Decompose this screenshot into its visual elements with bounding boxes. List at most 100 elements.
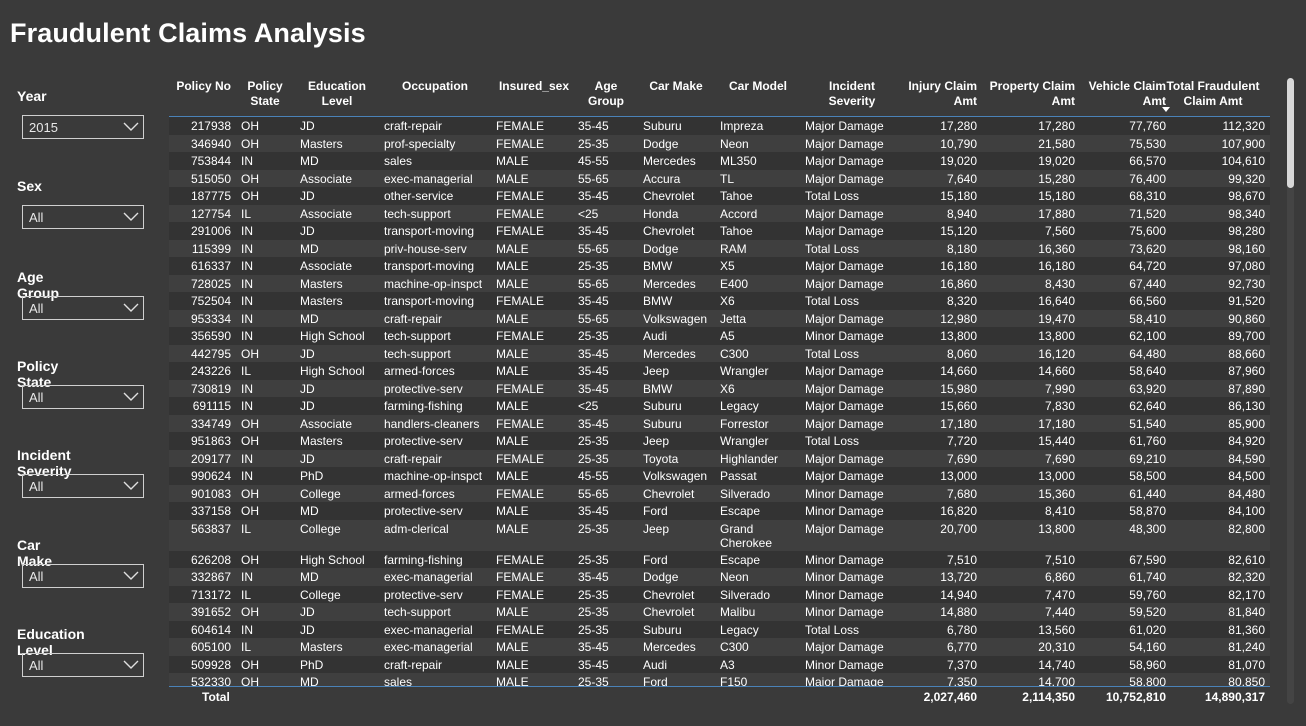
cell-total-fraudulent-claim-amt: 104,610	[1221, 154, 1265, 168]
column-header-total-fraudulent-claim-amt[interactable]: Total Fraudulent Claim Amt	[1166, 79, 1260, 108]
table-row[interactable]: 346940 OH Masters prof-specialty FEMALE 25-35…	[169, 134, 1270, 152]
claims-table: Policy No Policy State Education Level Occu…	[169, 72, 1270, 706]
table-row[interactable]: 243226 IL High School armed-forces MALE 35-45…	[169, 362, 1270, 380]
cell-incident-severity: Major Damage	[805, 416, 884, 431]
cell-incident-severity: Major Damage	[805, 224, 884, 238]
cell-incident-severity: Total Loss	[805, 241, 860, 256]
cell-age-group: 25-35	[578, 622, 609, 637]
column-header-occupation[interactable]: Occupation	[401, 79, 468, 93]
cell-car-make: Mercedes	[643, 640, 696, 654]
cell-car-make: Mercedes	[643, 154, 696, 168]
cell-policy-no: 713172	[190, 587, 231, 602]
column-header-policy-state[interactable]: Policy State	[247, 79, 283, 108]
table-row[interactable]: 605100 IL Masters exec-managerial MALE 35-45 M…	[169, 638, 1270, 656]
table-row[interactable]: 604614 IN JD exec-managerial FEMALE 25-35 Subu…	[169, 620, 1270, 638]
table-row[interactable]: 337158 OH MD protective-serv MALE 35-45 Ford Es…	[169, 502, 1270, 520]
cell-policy-no: 509928	[190, 657, 231, 672]
cell-policy-no: 127754	[190, 206, 231, 221]
table-row[interactable]: 515050 OH Associate exec-managerial MALE 55-6…	[169, 169, 1270, 187]
scrollbar-thumb[interactable]	[1287, 78, 1294, 188]
table-row[interactable]: 563837 IL College adm-clerical MALE 25-35 Jeep…	[169, 519, 1270, 551]
table-row[interactable]: 209177 IN JD craft-repair FEMALE 25-35 Toyota H…	[169, 449, 1270, 467]
chevron-down-icon	[123, 212, 139, 221]
cell-property-claim-amt: 19,020	[1038, 154, 1075, 168]
cell-car-model: Legacy	[720, 622, 759, 637]
table-row[interactable]: 713172 IL College protective-serv FEMALE 25-3…	[169, 585, 1270, 603]
cell-insured-sex: MALE	[496, 675, 529, 689]
cell-total-fraudulent-claim-amt: 89,700	[1228, 329, 1265, 343]
filter-dropdown-education-level[interactable]: All	[22, 653, 144, 677]
table-row[interactable]: 291006 IN JD transport-moving FEMALE 35-45 Che…	[169, 222, 1270, 240]
column-header-property-claim-amt[interactable]: Property Claim Amt	[989, 79, 1075, 108]
column-header-education-level[interactable]: Education Level	[307, 79, 366, 108]
table-row[interactable]: 990624 IN PhD machine-op-inspct MALE 45-55 Vol…	[169, 467, 1270, 485]
table-row[interactable]: 356590 IN High School tech-support FEMALE 25-…	[169, 327, 1270, 345]
cell-property-claim-amt: 7,510	[1044, 552, 1075, 567]
cell-education-level: Masters	[300, 434, 343, 448]
cell-incident-severity: Total Loss	[805, 294, 860, 308]
table-row[interactable]: 217938 OH JD craft-repair FEMALE 35-45 Suburu I…	[169, 117, 1270, 135]
filter-label-year: Year	[17, 88, 47, 104]
column-header-insured-sex[interactable]: Insured_sex	[498, 79, 570, 93]
table-row[interactable]: 626208 OH High School farming-fishing FEMALE…	[169, 550, 1270, 568]
sort-descending-icon[interactable]	[1162, 107, 1170, 112]
cell-occupation: exec-managerial	[384, 622, 473, 637]
cell-car-model: Impreza	[720, 119, 764, 133]
table-row[interactable]: 691115 IN JD farming-fishing MALE <25 Suburu Le…	[169, 397, 1270, 415]
filter-dropdown-policy-state[interactable]: All	[22, 385, 144, 409]
table-row[interactable]: 442795 OH JD tech-support MALE 35-45 Mercedes C…	[169, 344, 1270, 362]
column-header-age-group[interactable]: Age Group	[588, 79, 624, 108]
filter-dropdown-sex[interactable]: All	[22, 205, 144, 229]
cell-car-make: Honda	[643, 206, 679, 221]
column-header-car-model[interactable]: Car Model	[728, 79, 787, 93]
cell-occupation: sales	[384, 675, 413, 689]
cell-policy-state: IN	[241, 469, 253, 483]
cell-education-level: MD	[300, 241, 319, 256]
cell-age-group: 35-45	[578, 189, 609, 203]
table-row[interactable]: 332867 IN MD exec-managerial FEMALE 35-45 Dodg…	[169, 568, 1270, 586]
filter-dropdown-year[interactable]: 2015	[22, 115, 144, 139]
cell-car-make: BMW	[643, 381, 673, 396]
chevron-down-icon	[123, 303, 139, 312]
filter-dropdown-age-group[interactable]: All	[22, 296, 144, 320]
chevron-down-icon	[123, 481, 139, 490]
column-header-vehicle-claim-amt[interactable]: Vehicle Claim Amt	[1088, 79, 1166, 108]
cell-insured-sex: MALE	[496, 657, 529, 672]
cell-total-fraudulent-claim-amt: 90,860	[1228, 311, 1265, 326]
cell-incident-severity: Major Damage	[805, 469, 884, 483]
table-row[interactable]: 509928 OH PhD craft-repair MALE 35-45 Audi A3 Mi…	[169, 655, 1270, 673]
table-row[interactable]: 953334 IN MD craft-repair MALE 55-65 Volkswage…	[169, 309, 1270, 327]
column-header-car-make[interactable]: Car Make	[649, 79, 703, 93]
cell-injury-claim-amt: 16,180	[940, 259, 977, 273]
cell-vehicle-claim-amt: 58,800	[1129, 675, 1166, 689]
cell-property-claim-amt: 19,470	[1038, 311, 1075, 326]
cell-incident-severity: Major Damage	[805, 276, 884, 291]
cell-incident-severity: Total Loss	[805, 346, 860, 361]
table-row[interactable]: 391652 OH JD tech-support MALE 25-35 Chevrolet…	[169, 603, 1270, 621]
table-row[interactable]: 901083 OH College armed-forces FEMALE 55-65 Ch…	[169, 484, 1270, 502]
cell-policy-state: OH	[241, 657, 259, 672]
table-row[interactable]: 730819 IN JD protective-serv FEMALE 35-45 BMW X…	[169, 379, 1270, 397]
cell-policy-state: IN	[241, 294, 253, 308]
table-row[interactable]: 127754 IL Associate tech-support FEMALE <25 Ho…	[169, 204, 1270, 222]
column-header-incident-severity[interactable]: Incident Severity	[828, 79, 876, 108]
cell-injury-claim-amt: 14,880	[940, 605, 977, 619]
filter-dropdown-car-make[interactable]: All	[22, 564, 144, 588]
table-row[interactable]: 187775 OH JD other-service FEMALE 35-45 Chevro…	[169, 187, 1270, 205]
table-row[interactable]: 753844 IN MD sales MALE 45-55 Mercedes ML350 Maj…	[169, 152, 1270, 170]
cell-policy-state: IN	[241, 259, 253, 273]
table-row[interactable]: 752504 IN Masters transport-moving FEMALE 35-…	[169, 292, 1270, 310]
cell-total-fraudulent-claim-amt: 98,340	[1228, 206, 1265, 221]
filter-label-incident-severity: Incident Severity	[17, 447, 72, 479]
table-row[interactable]: 334749 OH Associate handlers-cleaners FEMALE…	[169, 414, 1270, 432]
chevron-down-icon	[123, 392, 139, 401]
table-scrollbar[interactable]	[1287, 78, 1294, 704]
table-row[interactable]: 728025 IN Masters machine-op-inspct MALE 55-6…	[169, 274, 1270, 292]
cell-vehicle-claim-amt: 61,740	[1129, 570, 1166, 584]
column-header-policy-no[interactable]: Policy No	[176, 79, 231, 93]
table-row[interactable]: 115399 IN MD priv-house-serv MALE 55-65 Dodge R…	[169, 239, 1270, 257]
filter-dropdown-incident-severity[interactable]: All	[22, 474, 144, 498]
column-header-injury-claim-amt[interactable]: Injury Claim Amt	[908, 79, 977, 108]
table-row[interactable]: 951863 OH Masters protective-serv MALE 25-35 J…	[169, 432, 1270, 450]
table-row[interactable]: 616337 IN Associate transport-moving MALE 25-…	[169, 257, 1270, 275]
